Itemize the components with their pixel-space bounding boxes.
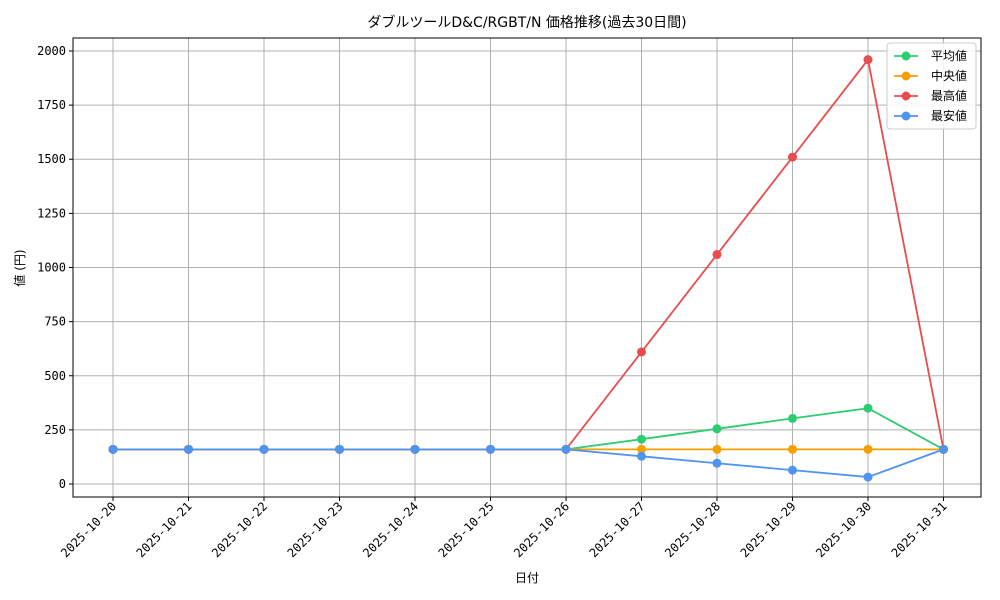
data-point <box>637 451 646 461</box>
data-point <box>863 472 873 482</box>
data-point <box>863 403 873 413</box>
legend-marker <box>901 91 911 101</box>
legend-item: 最高値 <box>894 88 967 103</box>
legend-marker <box>901 111 911 121</box>
y-tick-label: 750 <box>44 315 66 329</box>
data-point <box>561 444 571 454</box>
data-point <box>863 444 873 454</box>
y-tick-label: 500 <box>44 369 66 383</box>
data-point <box>712 424 722 434</box>
y-tick-label: 1000 <box>37 261 66 275</box>
y-axis-label: 値 (円) <box>12 249 27 286</box>
data-point <box>863 55 873 65</box>
series-layer <box>108 55 948 482</box>
y-tick-label: 1500 <box>37 152 66 166</box>
legend-marker <box>901 71 911 81</box>
y-axis-ticks: 0 250 500 750 1000 1250 1500 1750 2000 <box>37 44 73 491</box>
data-point <box>788 444 797 454</box>
series-最安値 <box>108 444 948 482</box>
data-point <box>637 434 646 444</box>
legend-box <box>886 42 977 130</box>
data-point <box>486 444 495 454</box>
series-line <box>113 448 944 478</box>
data-point <box>712 250 722 260</box>
data-point <box>788 152 797 162</box>
data-point <box>184 444 193 454</box>
legend-label: 最安値 <box>931 108 967 123</box>
grid <box>73 38 981 497</box>
legend-item: 平均値 <box>894 48 967 63</box>
data-point <box>637 444 646 454</box>
legend-marker <box>901 51 911 61</box>
y-tick-label: 1250 <box>37 206 66 220</box>
legend-label: 平均値 <box>931 48 967 63</box>
legend-item: 最安値 <box>894 108 967 123</box>
y-tick-label: 2000 <box>37 44 66 58</box>
data-point <box>939 444 948 454</box>
chart-title: ダブルツールD&C/RGBT/N 価格推移(過去30日間) <box>367 14 686 31</box>
y-tick-label: 0 <box>59 477 66 491</box>
y-tick-label: 250 <box>44 423 66 437</box>
data-point <box>788 465 797 475</box>
data-point <box>712 444 722 454</box>
data-point <box>259 444 269 454</box>
x-axis-label: 日付 <box>515 571 539 585</box>
legend-label: 最高値 <box>931 88 967 103</box>
legend-item: 中央値 <box>894 68 967 83</box>
data-point <box>637 347 646 357</box>
data-point <box>712 458 722 468</box>
y-tick-label: 1750 <box>37 98 66 112</box>
legend-label: 中央値 <box>931 68 967 83</box>
data-point <box>410 444 420 454</box>
data-point <box>108 444 118 454</box>
data-point <box>788 413 797 423</box>
data-point <box>335 444 344 454</box>
